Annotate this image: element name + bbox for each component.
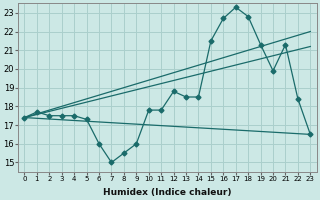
X-axis label: Humidex (Indice chaleur): Humidex (Indice chaleur) [103, 188, 232, 197]
